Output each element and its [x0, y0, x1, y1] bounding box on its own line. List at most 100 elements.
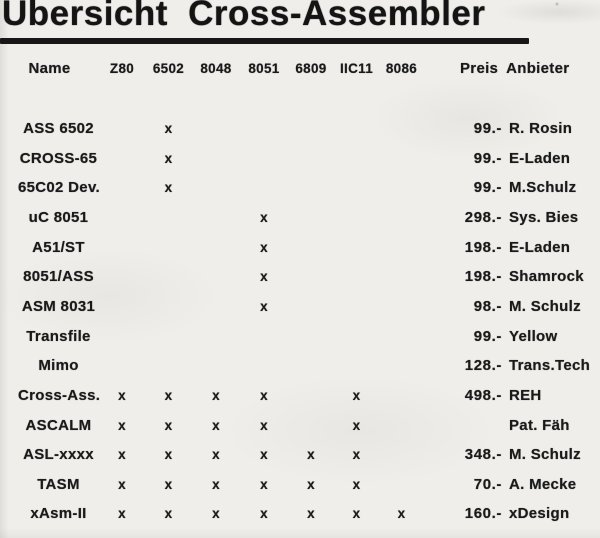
anbieter-cell: E-Laden [509, 238, 571, 256]
check-cell-6502: x [164, 417, 173, 433]
price-cell: 348.- [464, 446, 502, 464]
column-header-8086: 8086 [385, 61, 418, 76]
table-row: A51/ST x 198.- E-Laden [0, 238, 600, 258]
table-row: Mimo 128.- Trans.Tech [0, 356, 600, 376]
check-cell-z80: x [118, 476, 126, 492]
assembler-name-cell: TASM [37, 475, 80, 493]
assembler-name-cell: ASS 6502 [23, 120, 94, 137]
anbieter-cell: Sys. Bies [509, 208, 579, 226]
assembler-name-cell: CROSS-65 [19, 149, 98, 167]
anbieter-cell: M. Schulz [509, 446, 581, 464]
check-cell-iic11: x [352, 417, 361, 433]
check-cell-6502: x [164, 476, 173, 492]
column-header-iic11: IIC11 [339, 61, 374, 76]
check-cell-8048: x [212, 476, 220, 492]
table-row: ASM 8031 x 98.- M. Schulz [0, 297, 600, 317]
assembler-name-cell: xAsm-II [30, 505, 87, 523]
price-cell: 99.- [473, 327, 502, 345]
check-cell-6502: x [164, 387, 173, 403]
table-row: TASM x x x x x x 70.- A. Mecke [0, 475, 600, 495]
column-header-8048: 8048 [200, 61, 232, 76]
check-cell-iic11: x [352, 387, 361, 403]
check-cell-iic11: x [352, 447, 361, 463]
check-cell-z80: x [118, 387, 126, 403]
column-header-8051: 8051 [248, 61, 280, 76]
anbieter-cell: Yellow [509, 327, 558, 345]
table-row: 65C02 Dev. x 99.- M.Schulz [0, 178, 600, 198]
assembler-name-cell: Cross-Ass. [18, 386, 101, 404]
anbieter-cell: M. Schulz [509, 297, 581, 315]
anbieter-cell: R. Rosin [509, 120, 573, 137]
assembler-name-cell: Transfile [26, 327, 91, 345]
check-cell-8051: x [260, 269, 268, 285]
title-underline [0, 38, 529, 44]
assembler-name-cell: uC 8051 [28, 208, 89, 226]
table-row: 8051/ASS x 198.- Shamrock [0, 267, 600, 287]
price-cell: 160.- [464, 505, 502, 523]
check-cell-8051: x [260, 209, 268, 225]
check-cell-6502: x [164, 121, 173, 136]
check-cell-8051: x [260, 476, 268, 492]
column-header-6809: 6809 [295, 61, 327, 76]
column-header-preis-anbieter: Preis Anbieter [460, 60, 570, 77]
check-cell-z80: x [118, 506, 126, 522]
price-cell: 70.- [473, 475, 502, 493]
anbieter-cell: M.Schulz [509, 179, 577, 197]
check-cell-8051: x [260, 506, 268, 522]
column-header-z80: Z80 [109, 61, 135, 76]
price-cell: 99.- [473, 149, 502, 167]
price-cell: 99.- [473, 179, 502, 197]
anbieter-cell: xDesign [509, 505, 570, 523]
check-cell-6809: x [307, 447, 315, 463]
check-cell-6809: x [307, 506, 315, 522]
price-cell: 198.- [464, 238, 502, 256]
check-cell-iic11: x [352, 476, 361, 492]
check-cell-8086: x [397, 506, 406, 522]
assembler-name-cell: A51/ST [32, 238, 85, 256]
column-header-6502: 6502 [152, 61, 185, 76]
check-cell-z80: x [118, 447, 126, 463]
check-cell-8051: x [260, 298, 268, 314]
assembler-name-cell: 65C02 Dev. [18, 179, 100, 197]
price-cell: 128.- [464, 357, 502, 375]
anbieter-cell: Pat. Fäh [509, 416, 570, 434]
table-row: CROSS-65 x 99.- E-Laden [0, 149, 600, 169]
check-cell-8051: x [260, 447, 268, 463]
assembler-name-cell: ASL-xxxx [23, 446, 94, 464]
column-header-name: Name [28, 60, 71, 77]
assembler-name-cell: ASM 8031 [21, 297, 96, 315]
check-cell-8051: x [260, 239, 268, 255]
check-cell-8048: x [212, 417, 220, 433]
check-cell-6502: x [164, 506, 173, 522]
table-row: Transfile 99.- Yellow [0, 327, 600, 347]
price-cell: 99.- [473, 120, 502, 137]
table-row: Cross-Ass. x x x x x 498.- REH [0, 386, 600, 406]
anbieter-cell: Shamrock [509, 268, 584, 286]
assembler-name-cell: 8051/ASS [23, 268, 94, 286]
check-cell-8048: x [212, 447, 220, 463]
anbieter-cell: E-Laden [509, 149, 571, 167]
table-row: ASS 6502 x 99.- R. Rosin [0, 119, 600, 139]
check-cell-z80: x [118, 417, 126, 433]
check-cell-8048: x [212, 506, 220, 522]
check-cell-8048: x [212, 387, 220, 403]
check-cell-8051: x [260, 387, 268, 403]
table-row: uC 8051 x 298.- Sys. Bies [0, 208, 600, 228]
anbieter-cell: A. Mecke [509, 475, 577, 493]
check-cell-iic11: x [352, 506, 361, 522]
table-row: ASL-xxxx x x x x x x 348.- M. Schulz [0, 445, 600, 465]
price-cell: 498.- [464, 386, 502, 404]
price-cell: 298.- [464, 208, 502, 226]
table-row: ASCALM x x x x x Pat. Fäh [0, 416, 600, 436]
check-cell-6502: x [164, 447, 173, 463]
table-header-row: Name Z80 6502 8048 8051 6809 IIC11 8086 … [0, 59, 600, 79]
page-title: Übersicht Cross-Assembler [2, 0, 486, 33]
assembler-name-cell: ASCALM [25, 416, 92, 434]
check-cell-6502: x [164, 150, 173, 166]
price-cell: 198.- [464, 268, 502, 286]
assembler-name-cell: Mimo [38, 357, 79, 375]
anbieter-cell: Trans.Tech [509, 357, 591, 375]
table-row: xAsm-II x x x x x x x 160.- xDesign [0, 504, 600, 524]
